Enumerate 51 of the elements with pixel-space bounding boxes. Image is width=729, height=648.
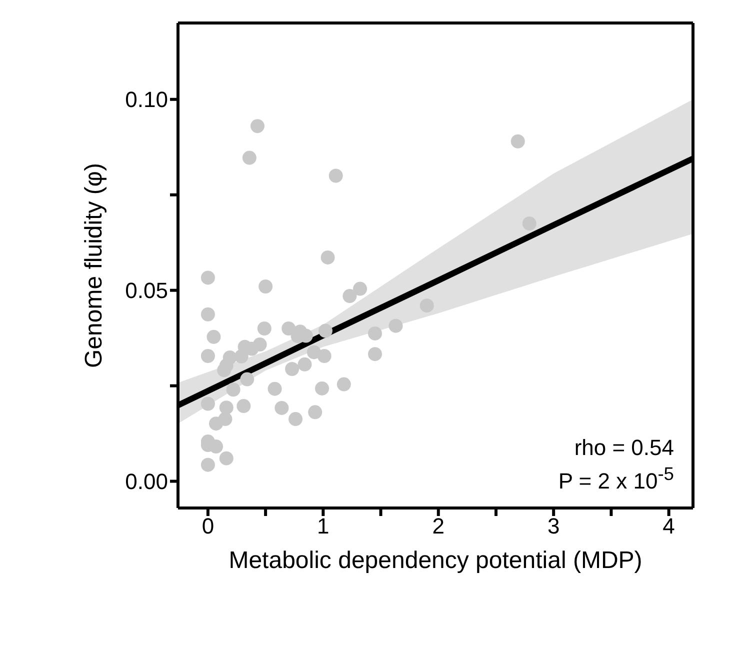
point bbox=[219, 451, 234, 466]
point bbox=[200, 458, 215, 472]
point bbox=[318, 324, 332, 338]
point bbox=[209, 416, 224, 431]
point bbox=[240, 372, 254, 386]
point bbox=[258, 280, 273, 294]
point bbox=[257, 322, 272, 336]
point bbox=[317, 349, 332, 364]
point bbox=[252, 338, 267, 352]
point bbox=[315, 381, 330, 396]
point bbox=[217, 363, 232, 378]
point bbox=[274, 400, 289, 415]
point bbox=[342, 289, 357, 304]
x-tick-label: 0 bbox=[202, 514, 214, 539]
point bbox=[320, 250, 335, 264]
point bbox=[353, 282, 368, 296]
point bbox=[206, 330, 221, 344]
point bbox=[420, 298, 434, 313]
y-tick-label: 0.05 bbox=[125, 278, 168, 304]
x-tick-label: 2 bbox=[432, 514, 445, 539]
point bbox=[200, 349, 215, 364]
annotation: rho = 0.54 bbox=[573, 434, 674, 461]
point bbox=[388, 318, 403, 333]
point bbox=[200, 396, 215, 411]
y-tick-label: 0.10 bbox=[125, 87, 168, 112]
point bbox=[219, 400, 234, 415]
point bbox=[200, 307, 215, 322]
point bbox=[368, 326, 382, 340]
y-axis-title: Genome fluidity (φ) bbox=[80, 163, 108, 368]
point bbox=[250, 119, 264, 134]
y-tick-label: 0.00 bbox=[125, 469, 168, 494]
point bbox=[226, 382, 240, 397]
x-tick-label: 3 bbox=[547, 514, 560, 539]
point bbox=[236, 399, 251, 414]
point bbox=[282, 322, 296, 336]
point bbox=[242, 150, 256, 165]
x-axis-title: Metabolic dependency potential (MDP) bbox=[228, 547, 642, 574]
point bbox=[328, 168, 343, 183]
x-tick-label: 1 bbox=[317, 514, 330, 539]
point bbox=[298, 357, 312, 372]
point bbox=[368, 347, 382, 362]
annotation: P = 2 x 10$^{-5}$ bbox=[558, 462, 674, 494]
point bbox=[288, 412, 303, 426]
x-tick-label: 4 bbox=[662, 514, 675, 539]
point bbox=[336, 377, 351, 392]
point bbox=[510, 134, 525, 148]
point bbox=[268, 382, 282, 396]
point bbox=[200, 270, 215, 285]
point bbox=[285, 362, 300, 376]
point bbox=[522, 216, 536, 230]
point bbox=[308, 405, 322, 420]
